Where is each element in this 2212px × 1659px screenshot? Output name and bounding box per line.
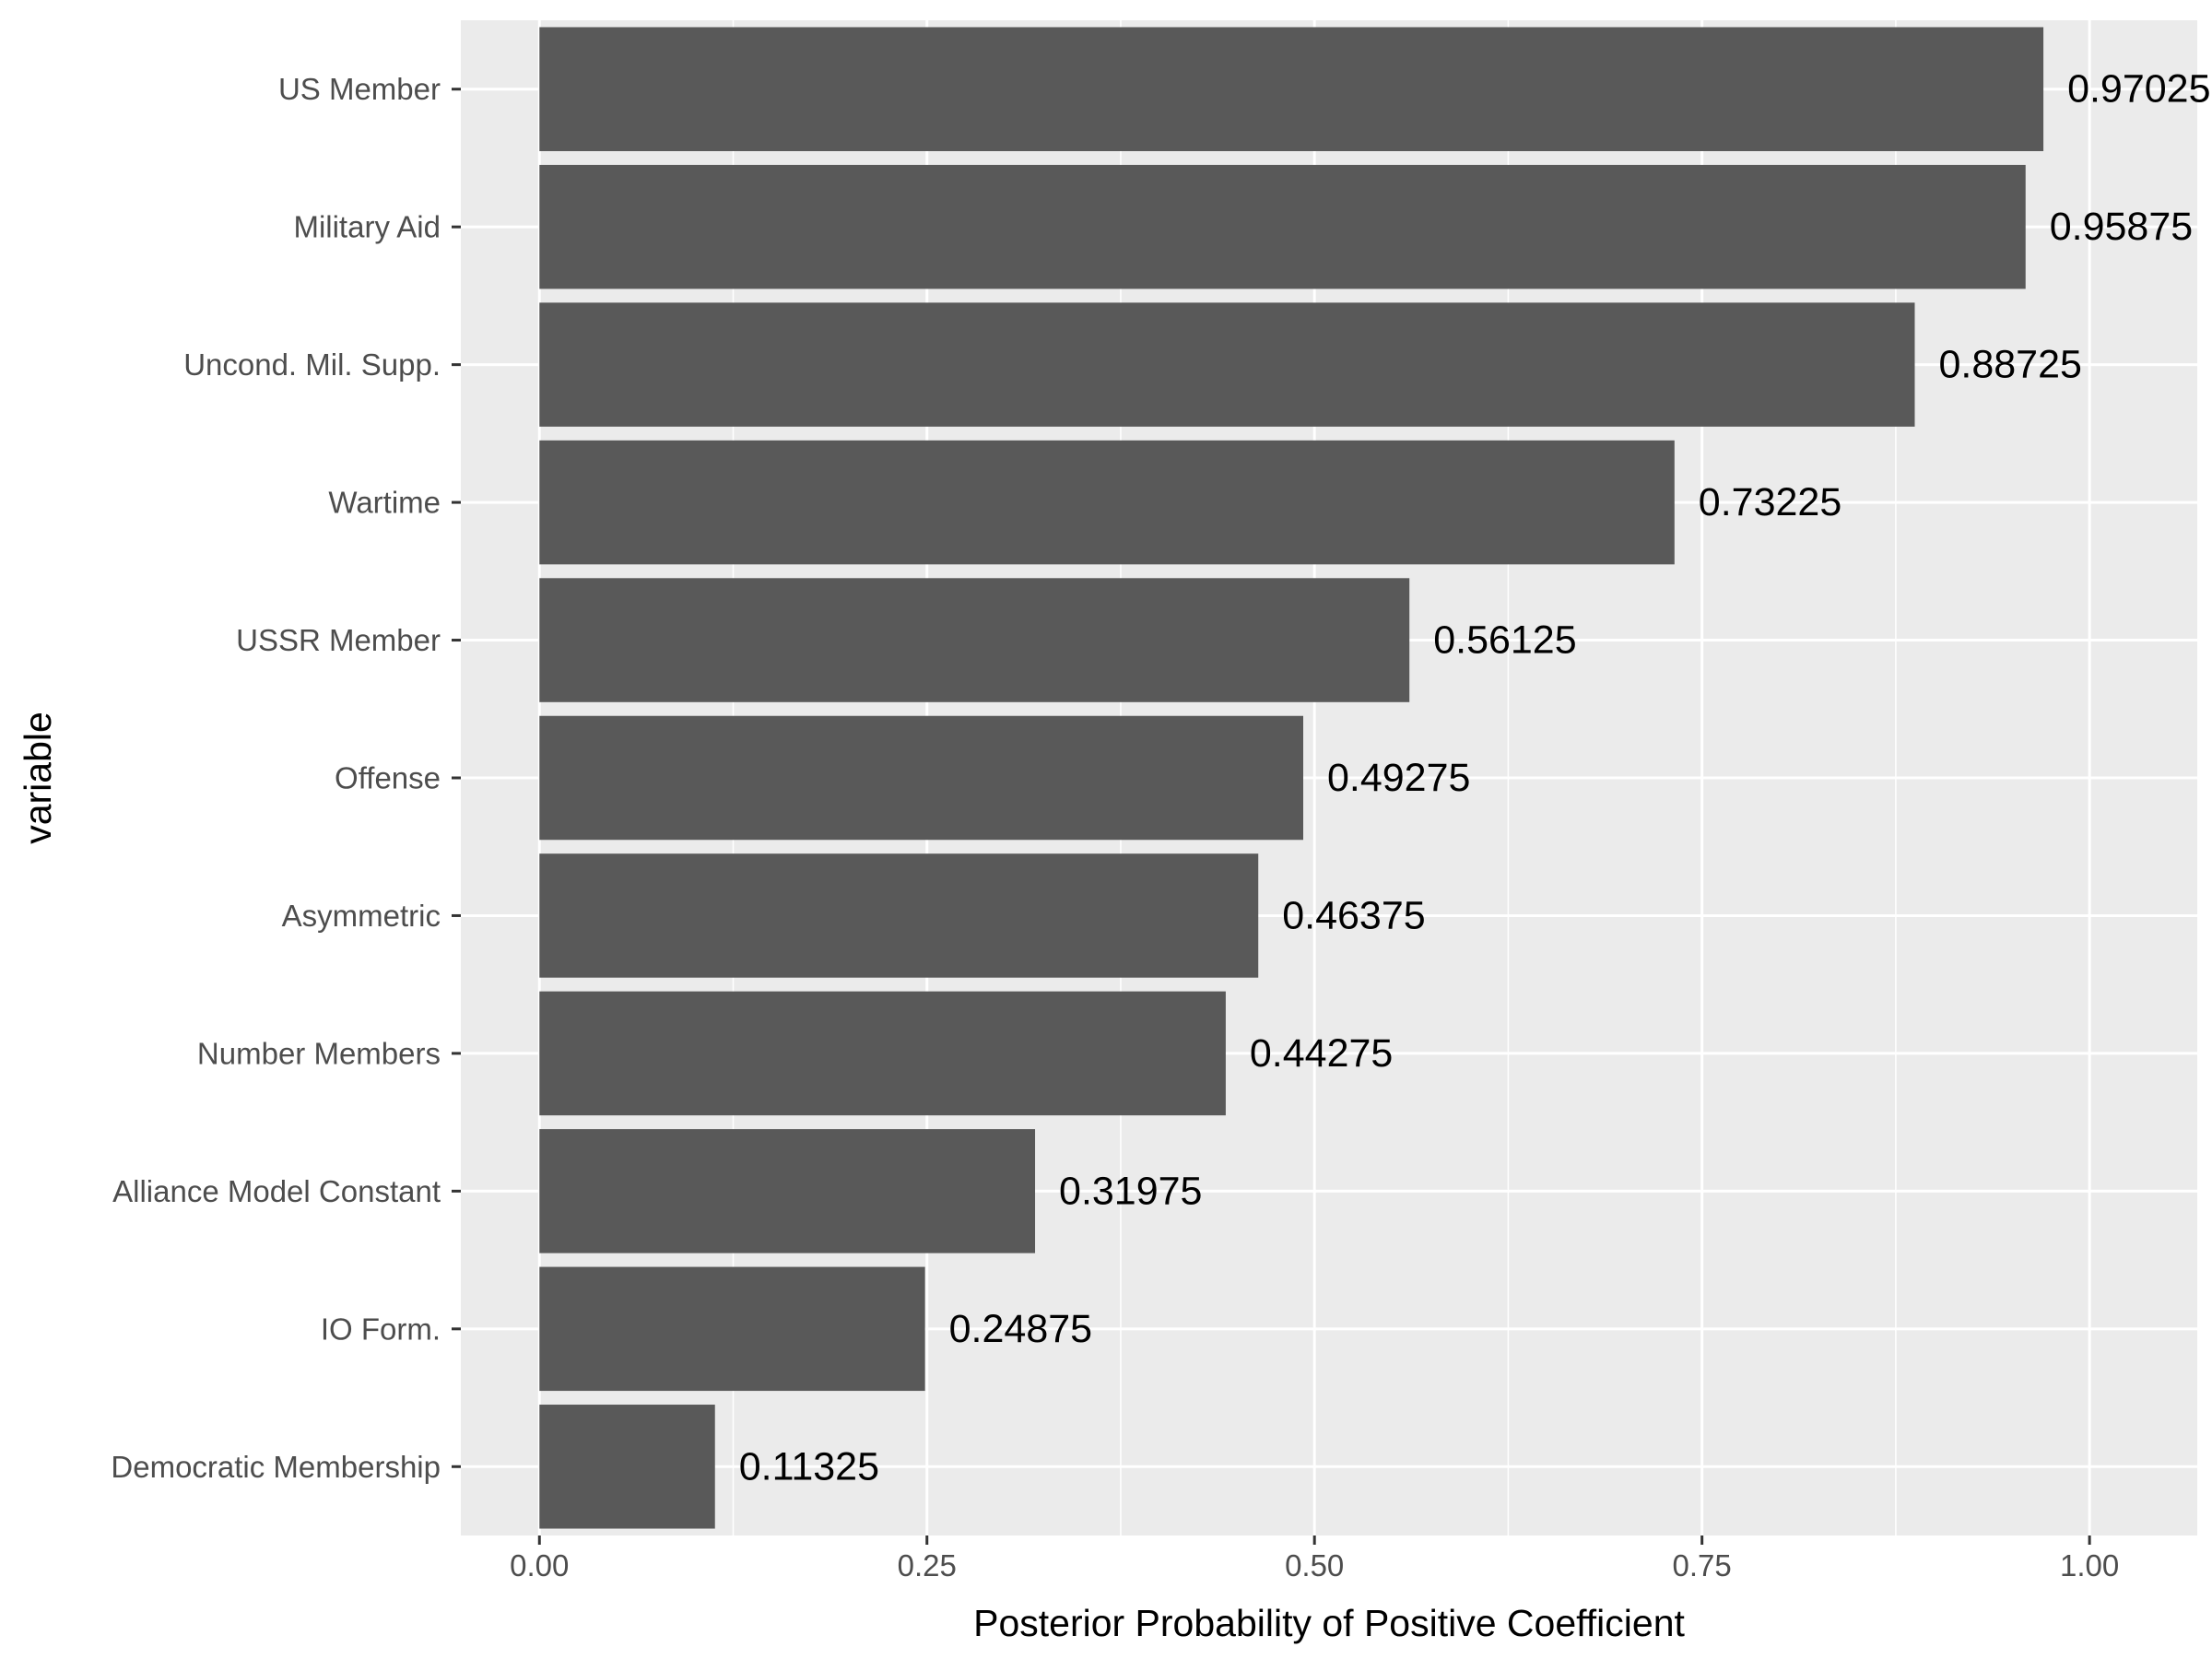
bar [539, 440, 1675, 565]
x-axis: 0.00 0.25 0.50 0.75 1.00 [510, 1535, 2119, 1583]
bar [539, 1405, 715, 1529]
value-label: 0.56125 [1433, 618, 1576, 663]
value-label: 0.97025 [2067, 67, 2210, 112]
bar [539, 991, 1226, 1116]
bar [539, 1129, 1036, 1253]
y-axis-title: variable [17, 712, 59, 844]
bar [539, 302, 1915, 427]
value-label: 0.11325 [739, 1444, 879, 1488]
bar [539, 578, 1410, 702]
x-tick-label: 0.75 [1673, 1548, 1732, 1583]
value-labels: 0.97025 0.95875 0.88725 0.73225 0.56125 0.492… [739, 67, 2211, 1489]
x-tick-label: 0.00 [510, 1548, 569, 1583]
value-label: 0.88725 [1938, 343, 2081, 387]
value-label: 0.24875 [949, 1307, 1092, 1351]
x-tick-label: 0.25 [898, 1548, 957, 1583]
value-label: 0.95875 [2050, 205, 2193, 249]
value-label: 0.44275 [1250, 1031, 1393, 1076]
y-tick-label: Wartime [328, 486, 441, 520]
bar [539, 715, 1303, 841]
x-tick-label: 0.50 [1285, 1548, 1344, 1583]
y-tick-label: Asymmetric [282, 899, 441, 933]
y-tick-label: Offense [335, 761, 441, 795]
bar [539, 164, 2026, 289]
y-tick-label: Number Members [197, 1036, 441, 1070]
x-axis-title: Posterior Probability of Positive Coeffi… [973, 1602, 1685, 1644]
value-label: 0.73225 [1699, 480, 1841, 524]
value-label: 0.31975 [1059, 1169, 1202, 1213]
value-label: 0.46375 [1282, 893, 1425, 937]
y-axis: US Member Military Aid Uncond. Mil. Supp. W… [111, 72, 461, 1484]
bar [539, 853, 1259, 978]
bar [539, 1266, 925, 1392]
y-tick-label: Alliance Model Constant [112, 1174, 441, 1208]
y-tick-label: Democratic Membership [111, 1450, 441, 1484]
bar [539, 27, 2044, 151]
y-tick-label: US Member [278, 72, 441, 106]
x-tick-label: 1.00 [2060, 1548, 2119, 1583]
y-tick-label: Military Aid [293, 210, 441, 244]
y-tick-label: IO Form. [321, 1312, 441, 1346]
value-label: 0.49275 [1327, 756, 1470, 800]
bars [539, 27, 2044, 1529]
y-tick-label: Uncond. Mil. Supp. [183, 347, 441, 382]
y-tick-label: USSR Member [236, 623, 441, 657]
